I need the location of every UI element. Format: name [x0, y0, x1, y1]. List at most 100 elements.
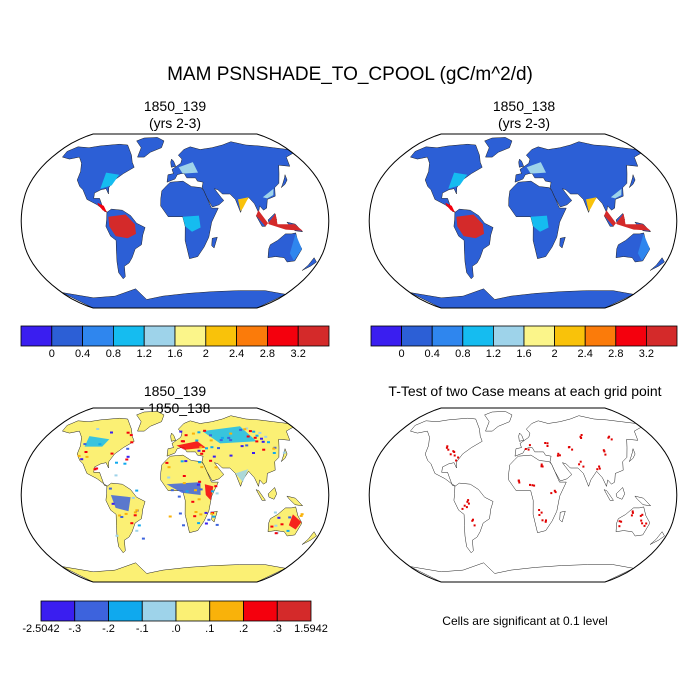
significant-cell [538, 509, 541, 511]
colorbar-swatch [462, 325, 494, 347]
colorbar-case2 [370, 325, 678, 347]
significant-cell [598, 465, 601, 468]
significant-cell [463, 504, 466, 507]
diff-cell [210, 512, 214, 515]
significant-cell [518, 481, 521, 484]
diff-cell [114, 474, 118, 477]
significant-cell [604, 453, 607, 456]
diff-cell [115, 461, 118, 464]
diff-cell [135, 509, 139, 512]
diff-cell [200, 452, 204, 455]
panel-title-case2: 1850_138 (yrs 2-3) [424, 98, 624, 132]
land-antarctica [61, 288, 287, 308]
diff-cell [258, 431, 262, 434]
field-southeast-asia-high [256, 210, 303, 231]
map-outline [20, 133, 330, 309]
diff-amazon-neg [110, 495, 131, 512]
map-land-layer [409, 137, 665, 308]
field-us-east-mid [448, 172, 468, 189]
diff-cell [243, 428, 247, 431]
significant-cell [603, 450, 606, 453]
diff-cell [118, 514, 122, 517]
colorbar-case1-labels: 0 0.4 0.8 1.2 1.6 2 2.4 2.8 3.2 [21, 348, 329, 362]
field-china-mid [610, 188, 622, 199]
land-new-guinea [634, 495, 652, 507]
diff-cell [200, 466, 204, 469]
diff-cell [115, 534, 119, 537]
significant-cell [645, 522, 648, 525]
diff-cell [111, 502, 115, 505]
diff-cell [272, 447, 276, 450]
diff-cell [282, 451, 286, 454]
land-japan [281, 447, 288, 462]
colorbar-tick-label: 0 [48, 348, 55, 360]
colorbar-diff [40, 600, 312, 622]
significant-cell [453, 454, 456, 457]
significant-cell [580, 437, 583, 439]
diff-cell [209, 439, 213, 442]
colorbar-diff-labels: -2.5042 -.3 -.2 -.1 .0 .1 .2 .3 1.5942 [22, 623, 327, 637]
significant-cell [618, 520, 621, 523]
diff-cell [215, 523, 219, 526]
significant-cell [557, 452, 560, 455]
diff-cell [135, 489, 139, 492]
colorbar-swatch [82, 325, 114, 347]
diff-cell [84, 451, 88, 453]
significant-cell [471, 519, 474, 522]
colorbar-swatch [523, 325, 556, 347]
diff-cell [85, 455, 89, 458]
significant-cell [540, 463, 543, 466]
map-land-layer [409, 411, 665, 582]
land-antarctica [61, 562, 287, 582]
land-new-zealand [301, 257, 317, 271]
significant-cell [639, 514, 642, 517]
diff-cell [184, 460, 188, 463]
colorbar-swatch [175, 600, 211, 622]
field-australia-east [289, 233, 302, 261]
colorbar-tick-label: 2 [202, 348, 209, 360]
colorbar-tick-label: -.2 [102, 623, 115, 635]
land-new-zealand [649, 257, 665, 271]
colorbar-swatch [645, 325, 678, 347]
diff-cell [270, 525, 274, 528]
significant-cell [541, 465, 544, 468]
land-south-america [105, 482, 146, 554]
diff-cell [180, 440, 184, 443]
map-case1 [20, 133, 330, 309]
diff-cell [267, 441, 270, 444]
land-madagascar [211, 236, 218, 249]
field-india-mid [238, 197, 249, 212]
land-australia [267, 506, 303, 537]
map-ttest [368, 407, 678, 583]
significant-cell [630, 514, 633, 517]
land-antarctica [409, 288, 635, 308]
diff-cell [197, 522, 201, 525]
diff-australia-mixed [288, 514, 302, 530]
diff-cell [227, 436, 231, 439]
diff-cell [198, 461, 202, 464]
colorbar-swatch [297, 325, 330, 347]
field-india-mid [586, 197, 597, 212]
land-north-america [61, 143, 135, 213]
diff-cell [193, 515, 197, 518]
diff-east-africa-pos [204, 484, 214, 501]
diff-cell [272, 452, 276, 454]
colorbar-case2-labels: 0 0.4 0.8 1.2 1.6 2 2.4 2.8 3.2 [371, 348, 677, 362]
diff-cell [178, 512, 182, 515]
significant-cell [546, 445, 549, 447]
diff-cell [274, 524, 278, 527]
diff-cell [288, 516, 292, 519]
land-japan [629, 447, 636, 462]
land-greenland [136, 137, 165, 158]
significant-cell [580, 434, 583, 436]
map-outline [20, 407, 330, 583]
panel-title-case2-line2: (yrs 2-3) [497, 115, 551, 131]
map-land-layer [61, 137, 317, 308]
diff-cell [204, 511, 208, 514]
colorbar-swatch [266, 325, 299, 347]
colorbar-tick-label: 2.4 [577, 348, 593, 360]
diff-cell [170, 489, 174, 492]
land-borneo [267, 487, 277, 500]
diff-cell [207, 518, 211, 521]
significant-cell [517, 479, 520, 482]
